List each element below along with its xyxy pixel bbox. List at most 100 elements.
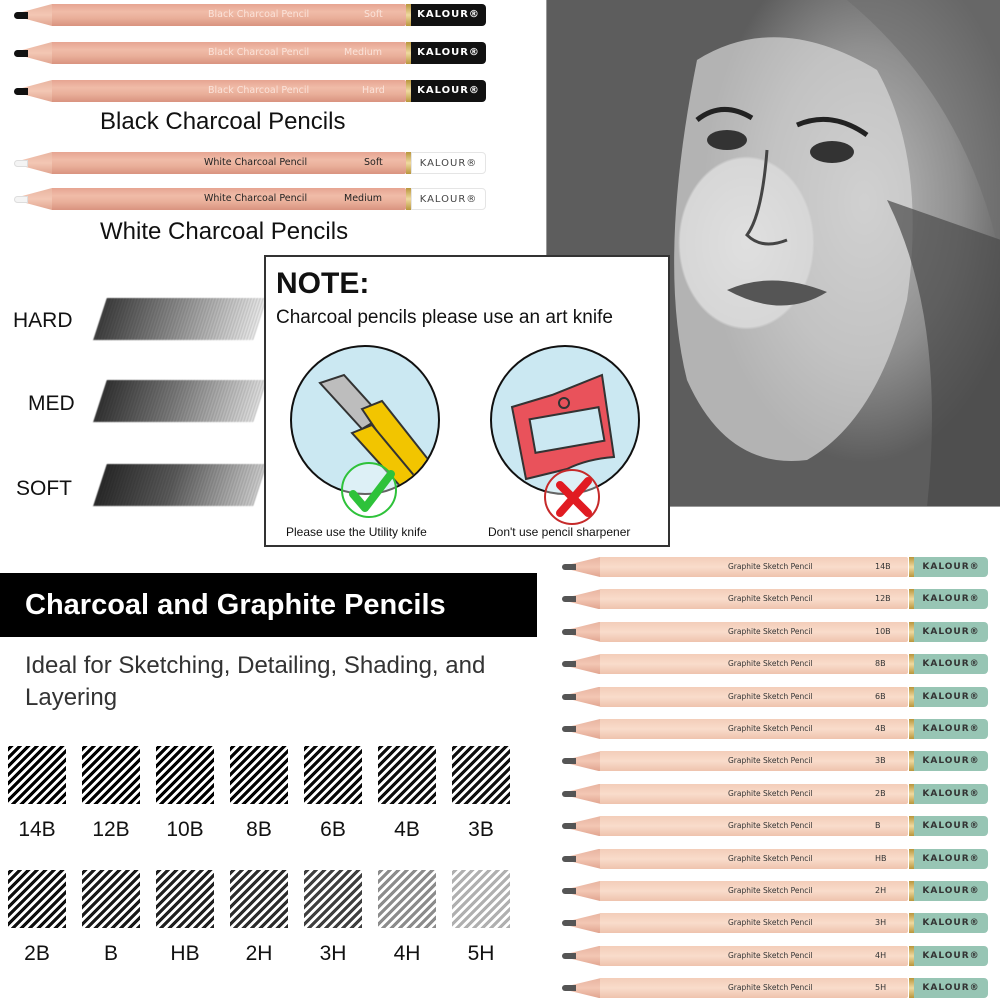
swatch-label: B [103,942,118,965]
white-charcoal-pencil-medium: White Charcoal Pencil Medium KALOUR® [12,188,486,210]
black-charcoal-pencil-medium: Black Charcoal Pencil Medium KALOUR® [12,42,486,64]
pencil-grade: Soft [364,9,383,20]
pencil-cap-logo: KALOUR® [914,751,988,772]
portrait-sketch-icon [674,0,1000,506]
swatch-3h [304,870,362,928]
swatch-8b [230,746,288,804]
swatch-5h [452,870,510,928]
swatch-label: 2H [245,942,273,965]
swatch-label: 10B [166,818,204,841]
swatch-12b [82,746,140,804]
swatch-6b [304,746,362,804]
swatch-label: 6B [320,818,346,841]
pencil-name: Graphite Sketch Pencil [728,821,813,831]
pencil-name: Graphite Sketch Pencil [728,788,813,798]
pencil-cap-logo: KALOUR® [914,589,988,610]
pencil-cap-logo: KALOUR® [411,42,486,64]
graphite-banner: Charcoal and Graphite Pencils [0,573,537,637]
swatch-label: 14B [18,818,56,841]
pencil-name: Graphite Sketch Pencil [728,724,813,733]
pencil-grade: 2H [875,886,887,895]
pencil-name: Graphite Sketch Pencil [728,950,813,960]
graphite-pencil-4b: Graphite Sketch Pencil 4B KALOUR® [560,719,988,739]
pencil-grade: Medium [344,47,382,58]
graphite-pencil-8b: Graphite Sketch Pencil 8B KALOUR® [560,654,988,675]
pencil-name: Graphite Sketch Pencil [728,886,813,895]
note-title: NOTE: [276,267,370,300]
pencil-grade: 5H [875,983,887,993]
swatch-b [82,870,140,928]
pencil-cap-logo: KALOUR® [411,152,486,174]
pencil-grade: Hard [362,85,385,96]
stroke-label-med: MED [28,392,75,415]
pencil-cap-logo: KALOUR® [411,80,486,102]
pencil-cap-logo: KALOUR® [411,4,486,26]
pencil-name: Graphite Sketch Pencil [728,626,813,636]
swatch-label: 3B [468,818,494,841]
pencil-grade: 12B [875,594,891,604]
pencil-grade: 3H [875,918,887,928]
pencil-grade: Soft [364,157,383,168]
pencil-name: Graphite Sketch Pencil [728,594,813,604]
graphite-pencil-4h: Graphite Sketch Pencil 4H KALOUR® [560,945,988,966]
swatch-14b [8,746,66,804]
pencil-grade: 10B [875,626,891,636]
note-subtitle: Charcoal pencils please use an art knife [276,307,613,328]
pencil-grade: 14B [875,562,891,571]
pencil-name: Graphite Sketch Pencil [728,756,813,766]
graphite-pencil-3b: Graphite Sketch Pencil 3B KALOUR® [560,751,988,772]
swatch-label: HB [170,942,200,965]
white-charcoal-pencil-soft: White Charcoal Pencil Soft KALOUR® [12,152,486,174]
pencil-name: Graphite Sketch Pencil [728,659,813,669]
pencil-name: Black Charcoal Pencil [208,9,310,20]
white-charcoal-title: White Charcoal Pencils [100,218,349,245]
graphite-tagline: Ideal for Sketching, Detailing, Shading,… [25,652,486,711]
swatch-label: 4H [393,942,421,965]
swatch-label: 5H [467,942,495,965]
graphite-pencil-10b: Graphite Sketch Pencil 10B KALOUR® [560,621,988,642]
swatch-label: 2B [24,942,50,965]
pencil-cap-logo: KALOUR® [914,654,988,675]
pencil-cap-logo: KALOUR® [914,978,988,999]
swatch-3b [452,746,510,804]
pencil-cap-logo: KALOUR® [914,881,988,901]
pencil-grade: 4H [875,950,887,960]
cross-icon [556,477,592,517]
pencil-name: Graphite Sketch Pencil [728,918,813,928]
pencil-cap-logo: KALOUR® [914,557,988,577]
stroke-label-soft: SOFT [16,477,72,500]
pencil-grade: 3B [875,756,886,766]
pencil-cap-logo: KALOUR® [914,719,988,739]
graphite-pencil-6b: Graphite Sketch Pencil 6B KALOUR® [560,686,988,707]
stroke-sample-hard [93,298,267,340]
pencil-sharpener-icon [510,373,616,481]
graphite-pencil-b: Graphite Sketch Pencil B KALOUR® [560,816,988,837]
pencil-cap-logo: KALOUR® [411,188,486,210]
pencil-grade: 8B [875,659,886,669]
swatch-4b [378,746,436,804]
stroke-sample-med [93,380,267,422]
pencil-grade: Medium [344,193,382,204]
swatch-4h [378,870,436,928]
pencil-cap-logo: KALOUR® [914,686,988,707]
pencil-name: Graphite Sketch Pencil [728,983,813,993]
graphite-pencil-12b: Graphite Sketch Pencil 12B KALOUR® [560,589,988,610]
bad-caption: Don't use pencil sharpener [488,525,631,539]
pencil-cap-logo: KALOUR® [914,913,988,934]
swatch-label: 4B [394,818,420,841]
pencil-name: White Charcoal Pencil [204,157,308,168]
pencil-cap-logo: KALOUR® [914,621,988,642]
black-charcoal-pencil-hard: Black Charcoal Pencil Hard KALOUR® [12,80,486,102]
graphite-pencil-2b: Graphite Sketch Pencil 2B KALOUR® [560,783,988,804]
swatch-label: 3H [319,942,347,965]
black-charcoal-pencil-soft: Black Charcoal Pencil Soft KALOUR® [12,4,486,26]
swatch-label: 8B [246,818,272,841]
pencil-cap-logo: KALOUR® [914,783,988,804]
pencil-cap-logo: KALOUR® [914,848,988,869]
stroke-sample-soft [93,464,267,506]
good-caption: Please use the Utility knife [286,525,427,539]
graphite-pencil-3h: Graphite Sketch Pencil 3H KALOUR® [560,913,988,934]
pencil-name: Black Charcoal Pencil [208,85,310,96]
swatch-2h [230,870,288,928]
pencil-name: Graphite Sketch Pencil [728,853,813,863]
